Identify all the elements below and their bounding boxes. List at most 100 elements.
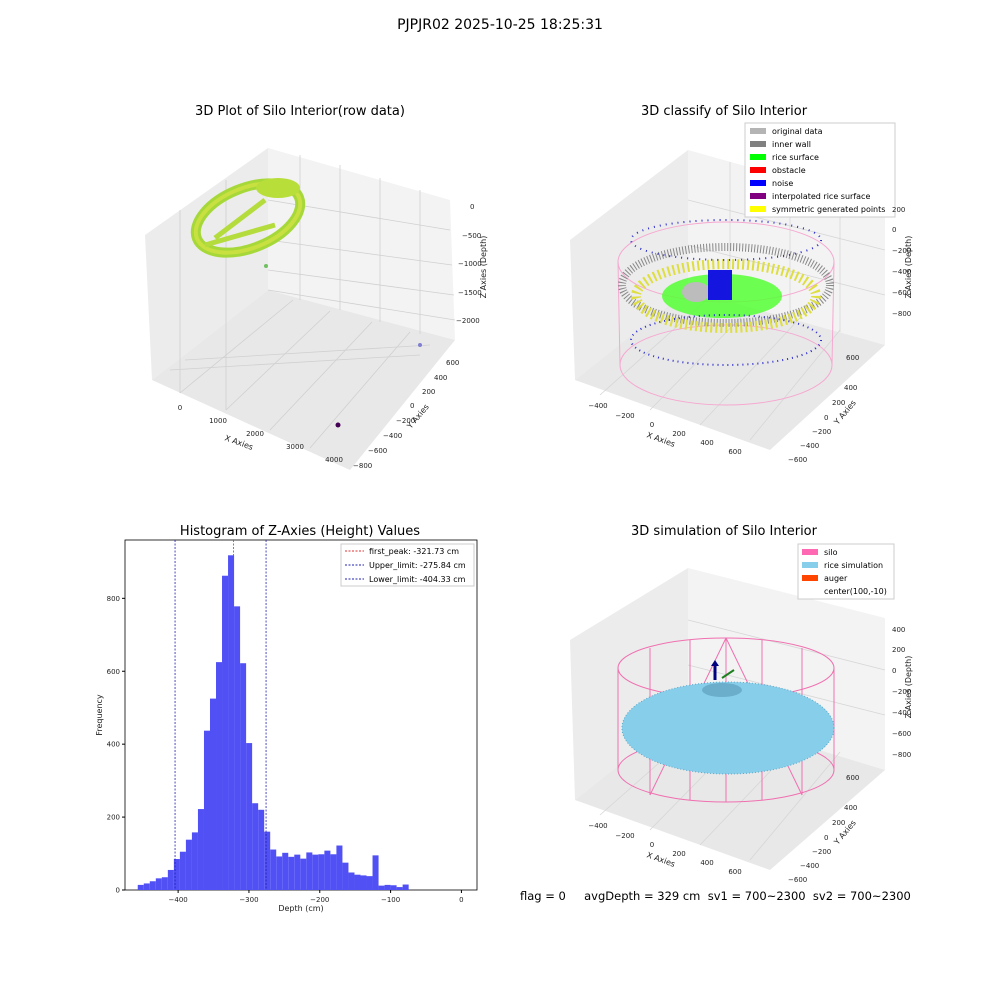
legend-label: silo xyxy=(824,548,838,557)
classify-y-tick: 0 xyxy=(824,414,828,422)
raw-y-tick: 0 xyxy=(410,402,414,410)
histogram-bar xyxy=(179,851,186,890)
legend-swatch-interp xyxy=(750,193,766,199)
legend-swatch-rice xyxy=(802,562,818,568)
legend-swatch-noise xyxy=(750,180,766,186)
histogram-bar xyxy=(240,663,247,890)
legend-label: interpolated rice surface xyxy=(772,192,870,201)
classify-z-tick: 0 xyxy=(892,226,896,234)
raw-z-label: Z Axies (Depth) xyxy=(479,236,488,299)
histogram-bar xyxy=(197,809,204,890)
classify-y-tick: −400 xyxy=(800,442,819,450)
simulation-plot-title: 3D simulation of Silo Interior xyxy=(631,524,817,539)
simulation-y-tick: 0 xyxy=(824,834,828,842)
simulation-z-tick: 0 xyxy=(892,667,896,675)
histogram-title: Histogram of Z-Axies (Height) Values xyxy=(179,524,421,539)
histogram-y-tick-label: 600 xyxy=(107,668,120,676)
histogram-bar xyxy=(390,885,397,890)
legend-swatch-symmetric xyxy=(750,206,766,212)
simulation-z-tick: −600 xyxy=(892,730,911,738)
legend-swatch-auger xyxy=(802,575,818,581)
histogram-x-tick-label: −100 xyxy=(381,896,400,904)
simulation-3d-plot: silo rice simulation auger center(100,-1… xyxy=(570,543,913,884)
classify-legend: original data inner wall rice surface ob… xyxy=(744,122,896,218)
histogram-bar xyxy=(288,856,295,890)
histogram-bar xyxy=(222,575,229,890)
histogram-bar xyxy=(378,885,385,890)
status-footer: flag = 0 avgDepth = 329 cm sv1 = 700~230… xyxy=(520,889,911,903)
classify-y-tick: 600 xyxy=(846,354,859,362)
classify-x-tick: 0 xyxy=(650,421,654,429)
histogram-bar xyxy=(161,877,168,890)
histogram-y-tick-label: 400 xyxy=(107,741,120,749)
simulation-z-tick: −400 xyxy=(892,709,911,717)
legend-label: rice simulation xyxy=(824,561,883,570)
histogram-bar xyxy=(149,881,156,890)
simulation-x-tick: 200 xyxy=(672,850,685,858)
histogram-bar xyxy=(246,743,253,890)
histogram-x-tick-label: 0 xyxy=(459,896,463,904)
simulation-x-tick: 0 xyxy=(650,841,654,849)
legend-label: rice surface xyxy=(772,153,819,162)
histogram-bar xyxy=(173,859,180,890)
histogram-bars xyxy=(137,555,409,890)
histogram-x-tick-label: −200 xyxy=(310,896,329,904)
histogram-bar xyxy=(336,845,343,890)
raw-y-tick: 600 xyxy=(446,359,459,367)
histogram-bar xyxy=(384,884,391,890)
legend-label: noise xyxy=(772,179,793,188)
histogram-bar xyxy=(276,856,283,890)
simulation-x-tick: −200 xyxy=(615,832,634,840)
legend-label: center(100,-10) xyxy=(824,587,887,596)
histogram-bar xyxy=(185,839,192,890)
histogram-bar xyxy=(167,869,174,890)
histogram-bar xyxy=(342,862,349,890)
raw-x-tick: 4000 xyxy=(325,456,343,464)
histogram-bar xyxy=(354,874,361,890)
histogram-bar xyxy=(258,809,265,890)
simulation-y-tick: 200 xyxy=(832,819,845,827)
legend-swatch-obstacle xyxy=(750,167,766,173)
legend-swatch-rice-surface xyxy=(750,154,766,160)
histogram-y-tick-label: 800 xyxy=(107,595,120,603)
histogram-bar xyxy=(270,849,277,890)
histogram-bar xyxy=(264,831,271,890)
histogram-bar xyxy=(300,858,307,890)
histogram-bar xyxy=(318,854,325,890)
histogram-bar xyxy=(137,884,144,890)
classify-z-tick: −400 xyxy=(892,268,911,276)
histogram-x-label: Depth (cm) xyxy=(278,904,323,913)
histogram-bar xyxy=(366,876,373,890)
legend-label: first_peak: -321.73 cm xyxy=(369,547,459,556)
simulation-y-tick: −600 xyxy=(788,876,807,884)
histogram-bar xyxy=(234,606,241,890)
classify-x-tick: −400 xyxy=(588,402,607,410)
classify-z-tick: −800 xyxy=(892,310,911,318)
raw-left-pane xyxy=(145,148,268,380)
classify-y-tick: 200 xyxy=(832,399,845,407)
classify-z-tick: −600 xyxy=(892,289,911,297)
histogram-legend: first_peak: -321.73 cm Upper_limit: -275… xyxy=(340,543,475,587)
classify-y-tick: −200 xyxy=(812,428,831,436)
classify-z-tick: 200 xyxy=(892,206,905,214)
classify-x-tick: −200 xyxy=(615,412,634,420)
classify-plot-title: 3D classify of Silo Interior xyxy=(640,104,808,119)
legend-swatch-silo xyxy=(802,549,818,555)
simulation-x-tick: 400 xyxy=(700,859,713,867)
histogram-bar xyxy=(282,852,289,890)
legend-swatch-inner-wall xyxy=(750,141,766,147)
raw-y-tick: −800 xyxy=(353,462,372,470)
raw-3d-plot: 0 1000 2000 3000 4000 X Axies 600 400 20… xyxy=(145,148,488,470)
raw-floor-pane xyxy=(152,290,455,470)
classify-x-tick: 200 xyxy=(672,430,685,438)
histogram-bar xyxy=(155,878,162,890)
legend-label: inner wall xyxy=(772,140,811,149)
histogram-bar xyxy=(294,854,301,890)
simulation-x-tick: 600 xyxy=(728,868,741,876)
histogram-bar xyxy=(216,662,223,890)
classify-x-tick: 400 xyxy=(700,439,713,447)
histogram-chart: −400 −300 −200 −100 0 0 200 400 600 800 Depth (cm… xyxy=(95,539,478,913)
raw-x-tick: 1000 xyxy=(209,417,227,425)
raw-y-tick: −200 xyxy=(396,417,415,425)
simulation-z-label: Z Axies (Depth) xyxy=(904,656,913,719)
